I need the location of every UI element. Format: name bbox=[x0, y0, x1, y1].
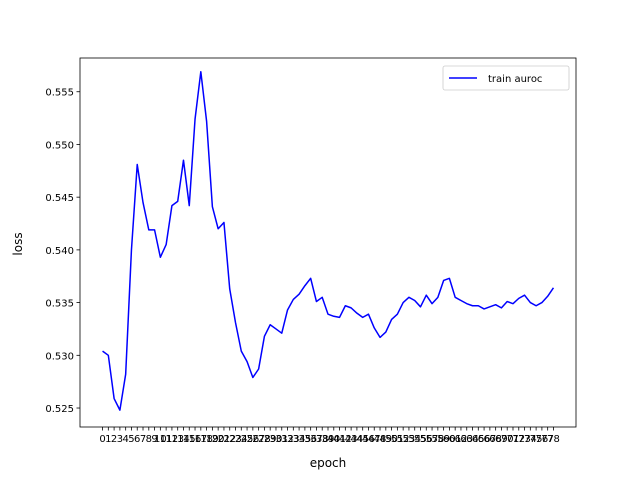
x-tick-label: 31 bbox=[275, 434, 288, 445]
x-tick-label: 28 bbox=[258, 434, 271, 445]
x-tick-label: 46 bbox=[362, 434, 375, 445]
x-tick-label: 26 bbox=[246, 434, 259, 445]
x-tick-label: 45 bbox=[356, 434, 369, 445]
x-tick-label: 9 bbox=[151, 434, 157, 445]
x-axis-label: epoch bbox=[310, 456, 347, 470]
x-tick-label: 16 bbox=[189, 434, 202, 445]
x-tick-label: 29 bbox=[264, 434, 277, 445]
x-tick-label: 39 bbox=[322, 434, 335, 445]
x-tick-label: 11 bbox=[160, 434, 173, 445]
x-tick-label: 61 bbox=[449, 434, 462, 445]
x-tick-label: 75 bbox=[530, 434, 543, 445]
y-tick-label: 0.540 bbox=[45, 246, 74, 257]
x-tick-label: 37 bbox=[310, 434, 323, 445]
x-tick-label: 27 bbox=[252, 434, 265, 445]
x-tick-label: 51 bbox=[391, 434, 404, 445]
x-tick-label: 1 bbox=[105, 434, 111, 445]
y-tick-label: 0.555 bbox=[45, 88, 74, 99]
x-tick-label: 50 bbox=[385, 434, 398, 445]
legend-label-0: train auroc bbox=[488, 74, 542, 85]
x-tick-label: 15 bbox=[183, 434, 196, 445]
x-tick-label: 32 bbox=[281, 434, 294, 445]
x-tick-label: 63 bbox=[460, 434, 473, 445]
x-tick-label: 23 bbox=[229, 434, 242, 445]
y-tick-label: 0.550 bbox=[45, 140, 74, 151]
x-tick-label: 17 bbox=[194, 434, 207, 445]
x-tick-label: 48 bbox=[374, 434, 387, 445]
x-tick-label: 68 bbox=[489, 434, 502, 445]
x-tick-label: 66 bbox=[478, 434, 491, 445]
x-tick-label: 20 bbox=[212, 434, 225, 445]
x-tick-label: 57 bbox=[426, 434, 439, 445]
x-tick-label: 22 bbox=[223, 434, 236, 445]
x-tick-label: 56 bbox=[420, 434, 433, 445]
x-tick-label: 3 bbox=[117, 434, 123, 445]
x-tick-label: 76 bbox=[536, 434, 549, 445]
x-tick-label: 47 bbox=[368, 434, 381, 445]
x-tick-label: 52 bbox=[397, 434, 410, 445]
plot-area: 0 1 2 3 4 5 6 7 8 9101112131415161718192021222324… bbox=[45, 57, 577, 445]
x-tick-label: 77 bbox=[541, 434, 554, 445]
y-tick-label: 0.535 bbox=[45, 299, 74, 310]
x-tick-label: 21 bbox=[218, 434, 231, 445]
x-tick-label: 4 bbox=[122, 434, 128, 445]
series-line-0 bbox=[102, 70, 555, 411]
x-tick-label: 44 bbox=[351, 434, 364, 445]
x-tick-label: 24 bbox=[235, 434, 248, 445]
x-tick-label: 13 bbox=[171, 434, 184, 445]
x-tick-label: 7 bbox=[140, 434, 146, 445]
x-tick-label: 78 bbox=[547, 434, 560, 445]
x-tick-label: 34 bbox=[293, 434, 306, 445]
x-tick-label: 58 bbox=[431, 434, 444, 445]
x-tick-label: 12 bbox=[166, 434, 179, 445]
x-tick-label: 64 bbox=[466, 434, 479, 445]
x-tick-label: 41 bbox=[333, 434, 346, 445]
x-tick-label: 54 bbox=[408, 434, 421, 445]
x-tick-label: 53 bbox=[403, 434, 416, 445]
x-tick-label: 71 bbox=[507, 434, 520, 445]
x-tick-label: 69 bbox=[495, 434, 508, 445]
y-tick-label: 0.530 bbox=[45, 351, 74, 362]
x-tick-label: 70 bbox=[501, 434, 514, 445]
legend: train auroc bbox=[442, 65, 570, 91]
x-tick-label: 2 bbox=[111, 434, 117, 445]
x-tick-label: 73 bbox=[518, 434, 531, 445]
x-tick-label: 62 bbox=[455, 434, 468, 445]
x-tick-label: 72 bbox=[512, 434, 525, 445]
x-tick-label: 19 bbox=[206, 434, 219, 445]
x-tick-label: 33 bbox=[287, 434, 300, 445]
x-tick-label: 30 bbox=[270, 434, 283, 445]
x-tick-label: 6 bbox=[134, 434, 140, 445]
x-tick-label: 60 bbox=[443, 434, 456, 445]
x-tick-label: 67 bbox=[483, 434, 496, 445]
x-tick-label: 8 bbox=[146, 434, 152, 445]
x-tick-label: 25 bbox=[241, 434, 254, 445]
x-tick-label: 65 bbox=[472, 434, 485, 445]
x-tick-label: 0 bbox=[99, 434, 105, 445]
x-tick-label: 18 bbox=[200, 434, 213, 445]
x-tick-label: 74 bbox=[524, 434, 537, 445]
y-tick-label: 0.525 bbox=[45, 404, 74, 415]
x-tick-label: 36 bbox=[304, 434, 317, 445]
x-tick-label: 40 bbox=[327, 434, 340, 445]
x-tick-label: 35 bbox=[299, 434, 312, 445]
x-tick-label: 5 bbox=[128, 434, 134, 445]
x-tick-label: 43 bbox=[345, 434, 358, 445]
x-tick-label: 59 bbox=[437, 434, 450, 445]
x-tick-label: 49 bbox=[379, 434, 392, 445]
x-tick-label: 55 bbox=[414, 434, 427, 445]
x-tick-label: 14 bbox=[177, 434, 190, 445]
y-axis-label: loss bbox=[11, 232, 25, 255]
y-tick-label: 0.545 bbox=[45, 193, 74, 204]
x-tick-label: 42 bbox=[339, 434, 352, 445]
x-tick-label: 10 bbox=[154, 434, 167, 445]
x-tick-label: 38 bbox=[316, 434, 329, 445]
legend-box bbox=[442, 65, 570, 91]
